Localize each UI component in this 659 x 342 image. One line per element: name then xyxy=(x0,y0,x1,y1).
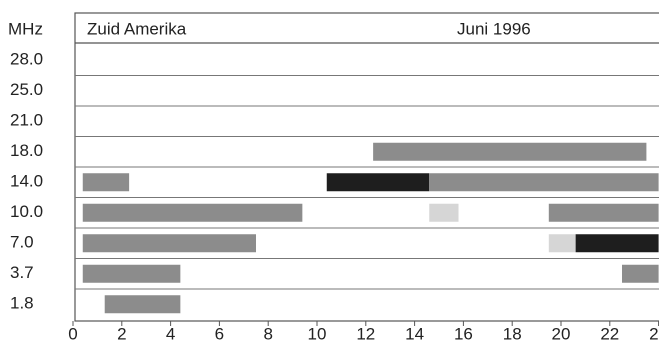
x-tick-label: 18 xyxy=(503,324,522,342)
chart-subtitle: Juni 1996 xyxy=(457,19,531,38)
x-tick-label: 10 xyxy=(308,324,327,342)
x-tick-label: 14 xyxy=(405,324,424,342)
x-tick-label: 20 xyxy=(552,324,571,342)
bar xyxy=(548,234,576,253)
bar xyxy=(82,203,303,222)
y-tick-label: 3.7 xyxy=(10,263,34,282)
bar xyxy=(429,173,659,192)
y-tick-label: 14.0 xyxy=(10,172,43,191)
y-tick-label: 21.0 xyxy=(10,111,43,130)
x-tick-label: 16 xyxy=(454,324,473,342)
bar xyxy=(548,203,659,222)
bar xyxy=(373,142,647,161)
bar xyxy=(82,173,130,192)
x-tick-label: 22 xyxy=(600,324,619,342)
y-tick-label: 10.0 xyxy=(10,202,43,221)
x-tick-label: 2 xyxy=(117,324,126,342)
x-tick-label: 8 xyxy=(263,324,272,342)
x-tick-label: 0 xyxy=(68,324,77,342)
y-axis-label: MHz xyxy=(8,19,43,38)
y-tick-label: 25.0 xyxy=(10,80,43,99)
bar xyxy=(429,203,459,222)
chart-title: Zuid Amerika xyxy=(87,19,187,38)
x-tick-label: 6 xyxy=(215,324,224,342)
y-tick-label: 18.0 xyxy=(10,141,43,160)
bar xyxy=(82,264,181,283)
bar xyxy=(82,234,256,253)
x-tick-label: 12 xyxy=(356,324,375,342)
y-tick-label: 1.8 xyxy=(10,294,34,313)
x-tick-label: 24 xyxy=(649,324,659,342)
y-tick-label: 7.0 xyxy=(10,233,34,252)
bar xyxy=(622,264,659,283)
x-tick-label: 4 xyxy=(166,324,175,342)
bar xyxy=(326,173,430,192)
bar xyxy=(104,295,181,314)
y-tick-label: 28.0 xyxy=(10,50,43,69)
bar xyxy=(575,234,659,253)
